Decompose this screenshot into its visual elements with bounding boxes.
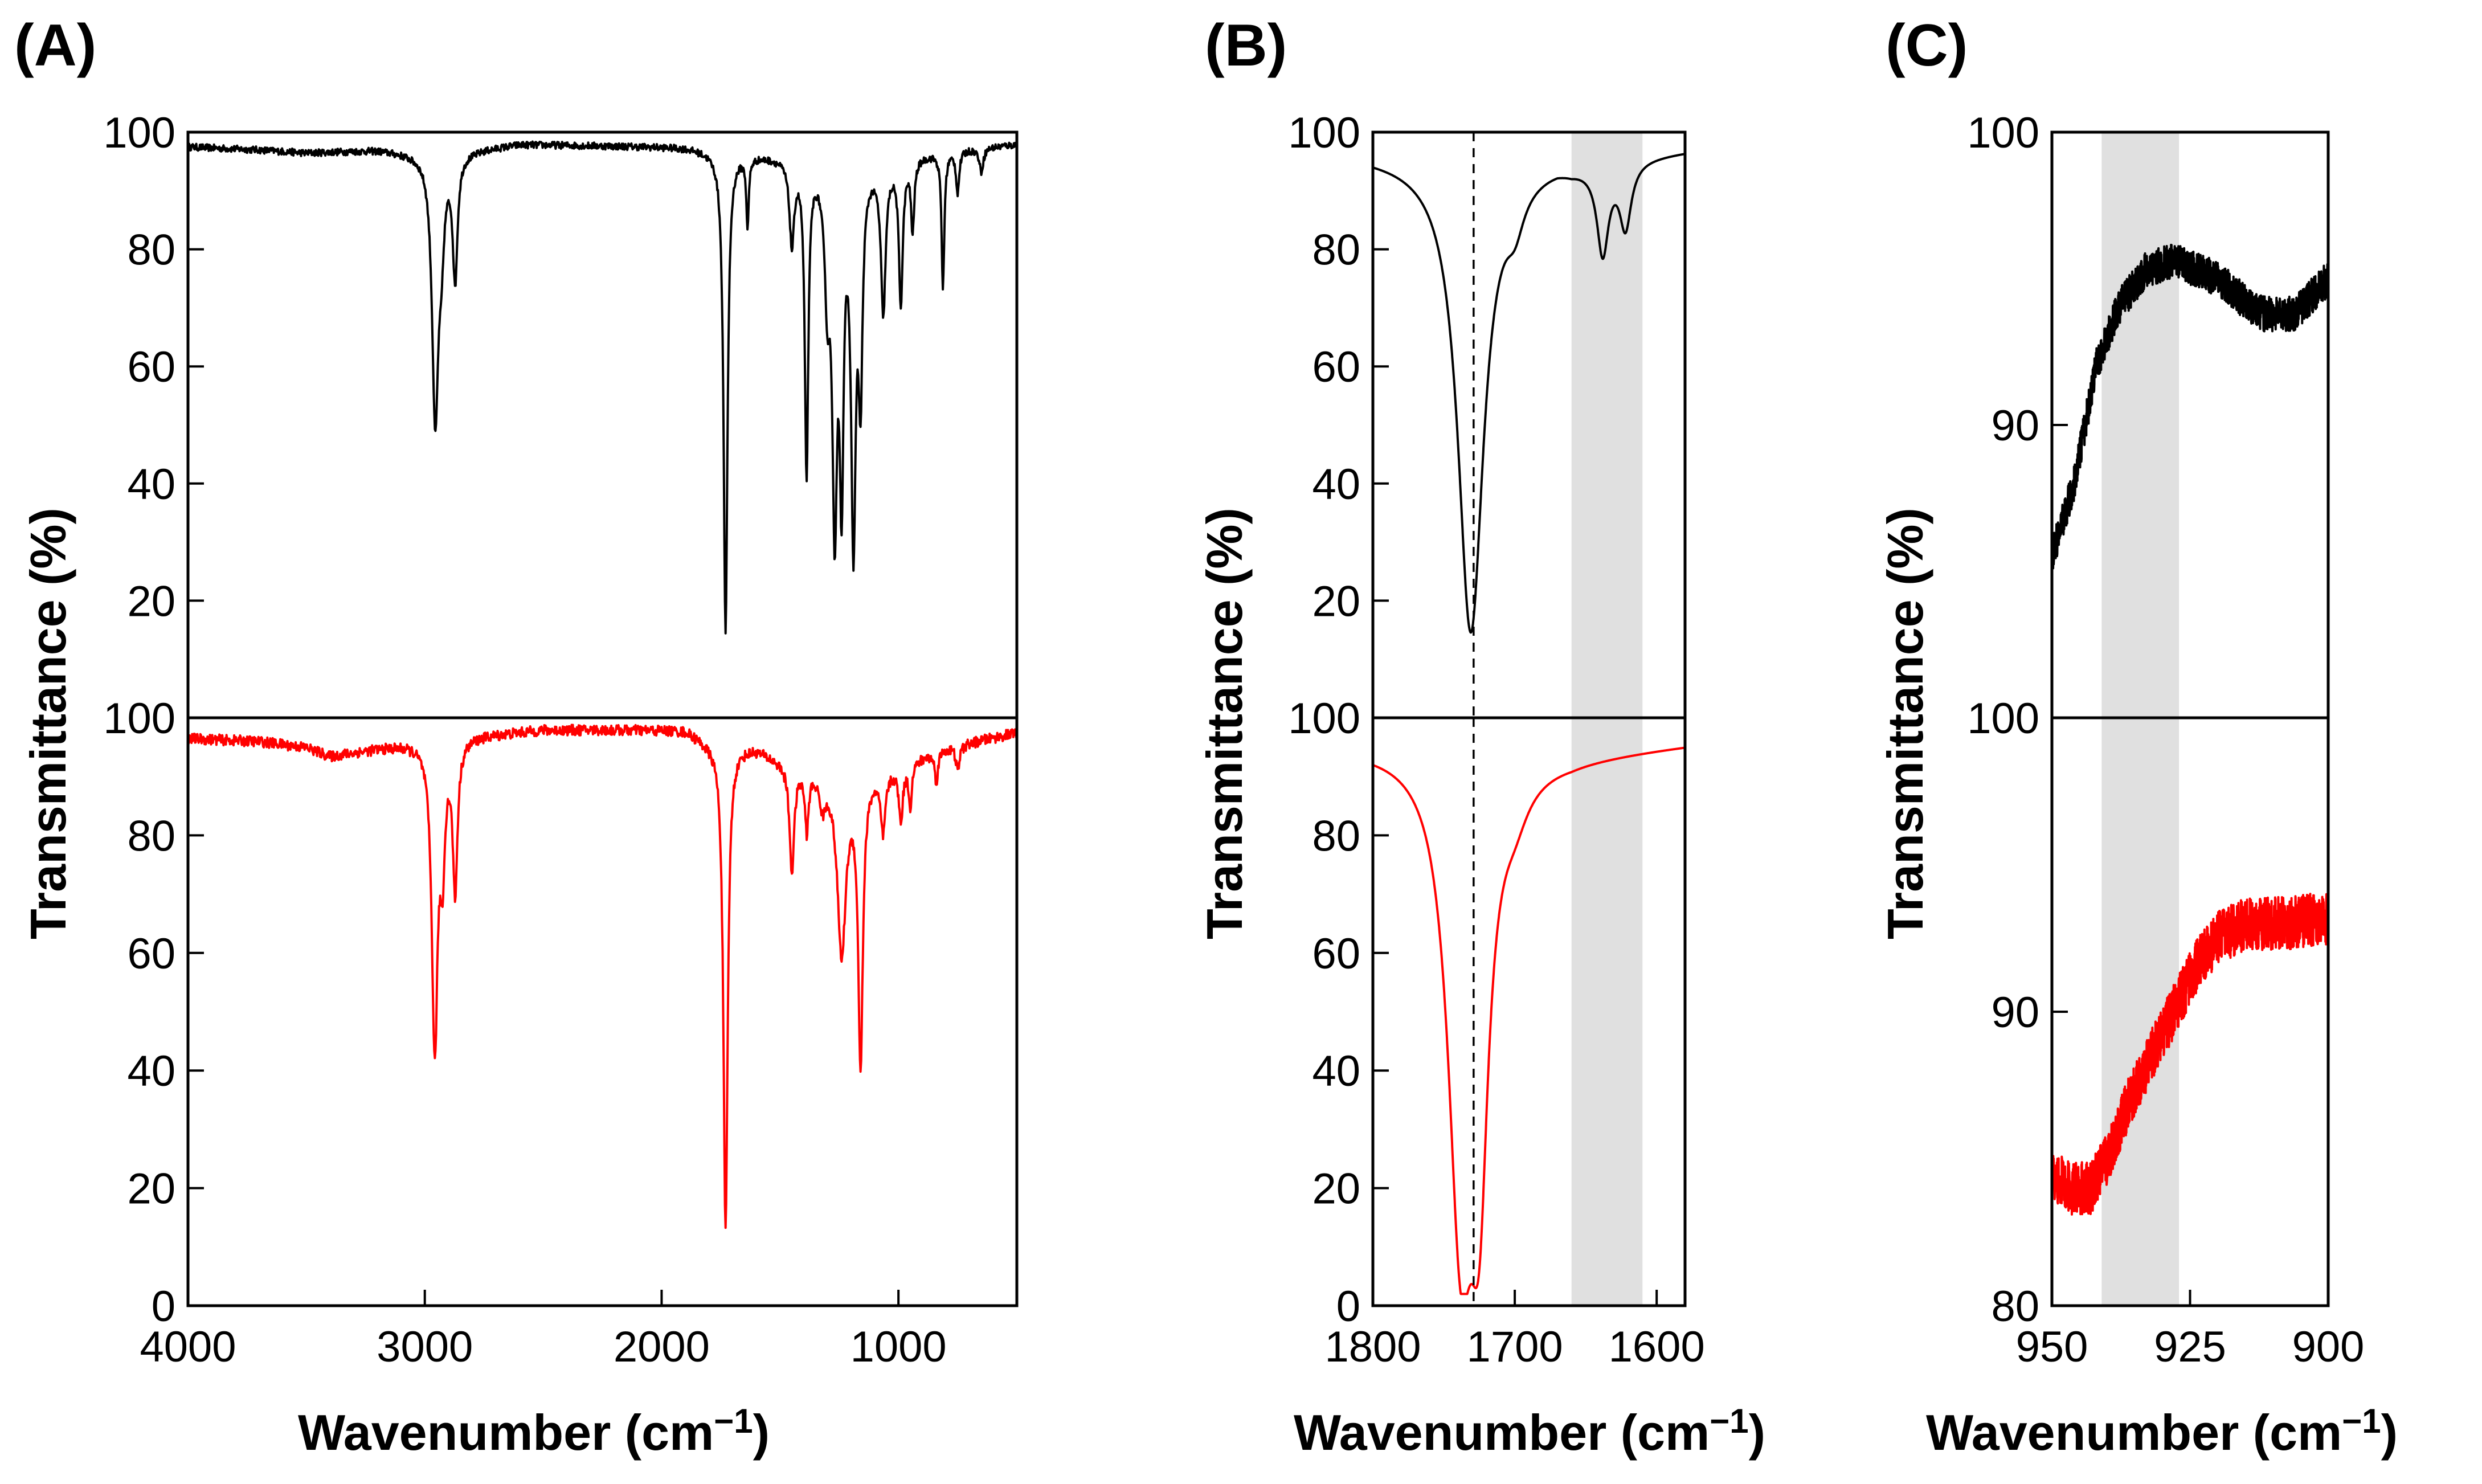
panel-a-x-axis-title: Wavenumber (cm−1) <box>298 1402 770 1461</box>
panel-a-top-y-tick-label: 80 <box>127 226 175 275</box>
panel-a-label: (A) <box>14 13 96 79</box>
panel-a-bottom-y-tick-label: 40 <box>127 1047 175 1095</box>
panel-a-x-tick-label: 3000 <box>377 1323 473 1371</box>
panel-a-top-y-tick-label: 20 <box>127 577 175 626</box>
panel-b-top-shaded-region <box>1571 132 1643 718</box>
panel-a-x-tick-label: 2000 <box>614 1323 710 1371</box>
panel-b-bottom-spectrum-line <box>1372 746 1686 1295</box>
panel-a-top-y-tick-label: 100 <box>103 109 175 157</box>
panel-c-label: (C) <box>1886 13 1968 79</box>
panel-c-top-spectrum-line <box>2051 243 2329 570</box>
x-axis-title-exponent: −1 <box>1710 1402 1748 1440</box>
panel-a-x-tick-label: 1000 <box>850 1323 947 1371</box>
panel-c-bottom-y-tick-label: 80 <box>1991 1282 2039 1331</box>
panel-c-top-y-tick-label: 90 <box>1991 402 2039 450</box>
x-axis-title-close: ) <box>2381 1404 2398 1461</box>
panel-a-bottom-y-tick-label: 0 <box>152 1282 175 1331</box>
panel-b-bottom-y-tick-label: 80 <box>1312 812 1360 860</box>
panel-b-x-tick-label: 1600 <box>1609 1323 1705 1371</box>
x-axis-title-main: Wavenumber (cm <box>1926 1404 2342 1461</box>
x-axis-title-close: ) <box>753 1404 770 1461</box>
panel-b-top-y-tick-label: 60 <box>1312 343 1360 391</box>
panel-a-bottom-y-tick-label: 80 <box>127 812 175 860</box>
x-axis-title-main: Wavenumber (cm <box>1294 1404 1710 1461</box>
panel-a-bottom-spectrum-line <box>187 723 1018 1229</box>
panel-b-bottom-y-tick-label: 60 <box>1312 930 1360 978</box>
panel-a-y-axis-title: Transmittance (%) <box>20 508 76 939</box>
x-axis-title-exponent: −1 <box>714 1402 753 1440</box>
x-axis-title-exponent: −1 <box>2342 1402 2381 1440</box>
panel-c-x-axis-title: Wavenumber (cm−1) <box>1926 1402 2398 1461</box>
panel-c-y-axis-title: Transmittance (%) <box>1877 508 1933 939</box>
panel-c-x-tick-label: 950 <box>2016 1323 2088 1371</box>
panel-b-bottom-y-tick-label: 100 <box>1288 694 1360 743</box>
panel-b-bottom-y-tick-label: 0 <box>1336 1282 1360 1331</box>
panel-b-bottom-y-tick-label: 20 <box>1312 1165 1360 1213</box>
x-axis-title-close: ) <box>1749 1404 1765 1461</box>
panel-b-plot-area: 20 40 60 80 100 0 20 40 60 80 100 1800 1700 1600 <box>1288 109 1705 1371</box>
panel-b-y-axis-title: Transmittance (%) <box>1196 508 1253 939</box>
panel-b-top-y-tick-label: 20 <box>1312 577 1360 626</box>
panel-a-bottom-y-tick-label: 20 <box>127 1165 175 1213</box>
panel-c-bottom-y-tick-label: 90 <box>1991 988 2039 1037</box>
panel-a-bottom-y-tick-label: 60 <box>127 930 175 978</box>
panel-b-bottom-y-tick-label: 40 <box>1312 1047 1360 1095</box>
panel-a-top-spectrum-line <box>187 140 1018 635</box>
panel-c-top-shaded-region <box>2101 132 2180 718</box>
panel-b-label: (B) <box>1205 13 1287 79</box>
panel-a-top-y-tick-label: 40 <box>127 460 175 509</box>
panel-b-top-y-tick-label: 100 <box>1288 109 1360 157</box>
panel-a-x-tick-label: 4000 <box>140 1323 236 1371</box>
panel-a-top-y-tick-label: 60 <box>127 343 175 391</box>
panel-c-plot-area: 90 100 80 90 100 950 925 900 <box>1967 109 2364 1371</box>
panel-b-bottom-shaded-region <box>1571 718 1643 1306</box>
x-axis-title-main: Wavenumber (cm <box>298 1404 714 1461</box>
panel-b-top-spectrum-line <box>1372 153 1686 634</box>
panel-b-top-y-tick-label: 80 <box>1312 226 1360 275</box>
panel-b-x-axis-title: Wavenumber (cm−1) <box>1294 1402 1765 1461</box>
panel-c-top-y-tick-label: 100 <box>1967 109 2039 157</box>
panel-a-bottom-y-tick-label: 100 <box>103 694 175 743</box>
panel-c-bottom-y-tick-label: 100 <box>1967 694 2039 743</box>
panel-b-x-tick-label: 1800 <box>1324 1323 1421 1371</box>
panel-c-x-tick-label: 900 <box>2292 1323 2365 1371</box>
panel-b-x-tick-label: 1700 <box>1467 1323 1563 1371</box>
panel-c: (C) 90 100 80 90 100 950 925 900 Transmittance … <box>1877 13 2398 1461</box>
panel-c-bottom-spectrum-line <box>2051 893 2329 1216</box>
panel-b-top-y-tick-label: 40 <box>1312 460 1360 509</box>
panel-c-x-tick-label: 925 <box>2154 1323 2226 1371</box>
